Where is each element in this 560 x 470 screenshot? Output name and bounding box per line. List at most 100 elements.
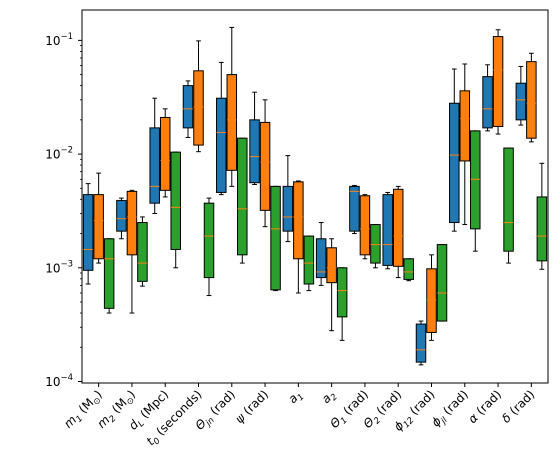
box-series3-cat14 [536, 162, 548, 270]
box-iqr [259, 121, 271, 211]
series-2 [93, 26, 537, 341]
box-series1-cat12 [449, 68, 460, 232]
x-tick-label: a2 [319, 387, 340, 408]
box-iqr [515, 82, 527, 121]
box-iqr [436, 244, 448, 322]
box-series3-cat4 [203, 197, 215, 297]
box-iqr [126, 190, 138, 256]
box-series2-cat9 [359, 194, 371, 260]
box-iqr [482, 76, 493, 129]
box-iqr [326, 247, 337, 284]
box-series1-cat6 [249, 91, 260, 186]
box-iqr [226, 74, 238, 171]
x-tick-label: ϕjl (rad) [429, 387, 473, 431]
box-series1-cat7 [282, 155, 294, 243]
box-series1-cat8 [315, 222, 327, 286]
box-iqr [470, 130, 481, 230]
x-tick-label: δ (rad) [499, 387, 537, 425]
box-iqr [503, 147, 514, 252]
box-iqr [536, 196, 548, 262]
box-series1-cat5 [216, 61, 227, 196]
box-series1-cat2 [116, 197, 127, 240]
y-tick-label: 10−2 [45, 146, 73, 162]
box-series3-cat11 [436, 244, 448, 322]
box-series2-cat11 [426, 254, 437, 341]
box-iqr [315, 238, 327, 279]
box-series1-cat1 [82, 183, 94, 285]
box-iqr [392, 188, 404, 267]
box-series2-cat6 [259, 99, 271, 228]
box-series2-cat5 [226, 26, 238, 187]
y-tick-label: 10−4 [45, 373, 73, 389]
box-iqr [203, 202, 215, 279]
box-iqr [282, 185, 294, 232]
box-iqr [303, 235, 315, 285]
box-iqr [336, 267, 348, 318]
box-iqr [293, 181, 304, 260]
box-series2-cat14 [526, 52, 537, 143]
box-series2-cat8 [326, 238, 337, 332]
box-series2-cat7 [293, 180, 304, 294]
box-iqr [116, 200, 127, 232]
box-iqr [159, 116, 171, 191]
box-iqr [449, 102, 460, 224]
y-tick-label: 10−1 [45, 32, 73, 48]
box-series3-cat10 [403, 258, 414, 282]
x-tick-label: a1 [286, 387, 307, 408]
box-iqr [170, 151, 181, 250]
box-series2-cat12 [459, 63, 471, 226]
box-iqr [93, 194, 104, 260]
box-series3-cat7 [303, 235, 315, 292]
plot-marks [82, 26, 548, 366]
box-iqr [149, 127, 160, 204]
box-iqr [359, 195, 371, 256]
x-tick-label: ψ (rad) [232, 387, 271, 426]
box-series3-cat5 [237, 137, 248, 264]
box-series3-cat2 [137, 216, 148, 287]
box-series2-cat3 [159, 108, 171, 198]
box-series1-cat14 [515, 65, 527, 126]
box-series1-cat10 [382, 191, 393, 270]
x-tick-label: α (rad) [465, 387, 504, 426]
box-series2-cat13 [492, 29, 504, 135]
box-series1-cat4 [182, 80, 194, 138]
box-series3-cat8 [336, 267, 348, 341]
box-series1-cat13 [482, 64, 493, 132]
box-series3-cat3 [170, 151, 181, 269]
box-series2-cat4 [193, 40, 204, 153]
series-1 [82, 61, 527, 366]
box-iqr [403, 258, 414, 280]
box-series1-cat3 [149, 97, 160, 215]
y-axis: 10−4 10−3 10−2 10−1 [45, 32, 82, 389]
box-iqr [526, 61, 537, 139]
box-iqr [193, 70, 204, 146]
box-series3-cat6 [270, 185, 281, 292]
series-3 [103, 130, 548, 341]
box-series1-cat9 [349, 184, 360, 235]
box-iqr [137, 222, 148, 282]
box-series3-cat13 [503, 147, 514, 264]
box-series3-cat1 [103, 238, 115, 314]
box-iqr [492, 36, 504, 127]
box-iqr [349, 185, 360, 232]
box-series1-cat11 [415, 320, 427, 366]
box-iqr [459, 90, 471, 162]
box-iqr [103, 238, 115, 309]
box-iqr [370, 224, 381, 264]
box-iqr [237, 137, 248, 256]
box-series2-cat2 [126, 189, 138, 314]
box-series2-cat10 [392, 185, 404, 279]
box-iqr [182, 85, 194, 129]
box-iqr [382, 194, 393, 266]
box-iqr [415, 323, 427, 363]
box-iqr [426, 268, 437, 333]
box-iqr [82, 194, 94, 271]
box-iqr [216, 97, 227, 193]
box-series3-cat9 [370, 224, 381, 269]
x-axis: m1 (M⊙)m2 (M⊙)dL (Mpc)t0 (seconds)Θjn (r… [61, 383, 537, 448]
plot-frame [81, 9, 549, 384]
y-tick-label: 10−3 [45, 259, 73, 275]
box-iqr [270, 185, 281, 291]
box-iqr [249, 119, 260, 184]
